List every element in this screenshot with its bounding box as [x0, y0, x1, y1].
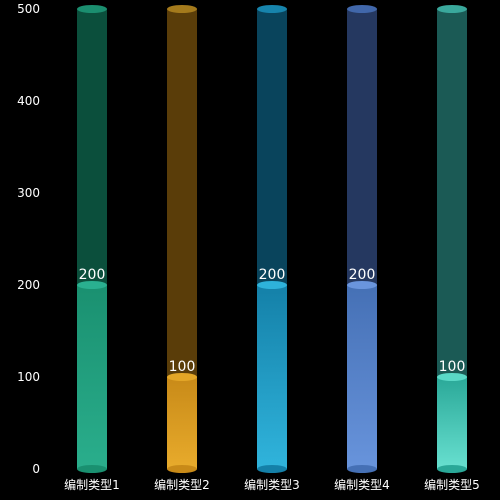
bar-1[interactable] — [77, 285, 107, 469]
bar-top-3 — [257, 281, 287, 289]
bar-track-top-1 — [77, 5, 107, 13]
x-tick-label-3: 编制类型3 — [244, 477, 300, 492]
bar-bottom-5 — [437, 465, 467, 473]
x-tick-label-2: 编制类型2 — [154, 477, 210, 492]
y-tick-label-500: 500 — [17, 2, 40, 16]
data-label-2: 100 — [169, 359, 196, 375]
y-axis: 0 100 200 300 400 500 — [17, 2, 40, 476]
data-label-3: 200 — [259, 267, 286, 283]
bar-bottom-2 — [167, 465, 197, 473]
x-axis-labels: 编制类型1 编制类型2 编制类型3 编制类型4 编制类型5 — [64, 477, 480, 492]
data-label-1: 200 — [79, 267, 106, 283]
x-tick-label-5: 编制类型5 — [424, 477, 480, 492]
bar-top-4 — [347, 281, 377, 289]
x-tick-label-1: 编制类型1 — [64, 477, 120, 492]
bar-track-top-2 — [167, 5, 197, 13]
bar-bottom-3 — [257, 465, 287, 473]
y-tick-label-0: 0 — [32, 462, 40, 476]
y-tick-label-300: 300 — [17, 186, 40, 200]
bar-top-2 — [167, 373, 197, 381]
bar-track-top-5 — [437, 5, 467, 13]
bar-5[interactable] — [437, 377, 467, 469]
bars: 200 100 200 200 100 — [77, 5, 467, 473]
bar-bottom-4 — [347, 465, 377, 473]
bar-top-1 — [77, 281, 107, 289]
bar-track-top-4 — [347, 5, 377, 13]
bar-4[interactable] — [347, 285, 377, 469]
bar-track-top-3 — [257, 5, 287, 13]
bar-3[interactable] — [257, 285, 287, 469]
y-tick-label-100: 100 — [17, 370, 40, 384]
y-tick-label-200: 200 — [17, 278, 40, 292]
x-tick-label-4: 编制类型4 — [334, 477, 390, 492]
data-label-5: 100 — [439, 359, 466, 375]
bar-bottom-1 — [77, 465, 107, 473]
y-tick-label-400: 400 — [17, 94, 40, 108]
bar-top-5 — [437, 373, 467, 381]
data-label-4: 200 — [349, 267, 376, 283]
bar-2[interactable] — [167, 377, 197, 469]
